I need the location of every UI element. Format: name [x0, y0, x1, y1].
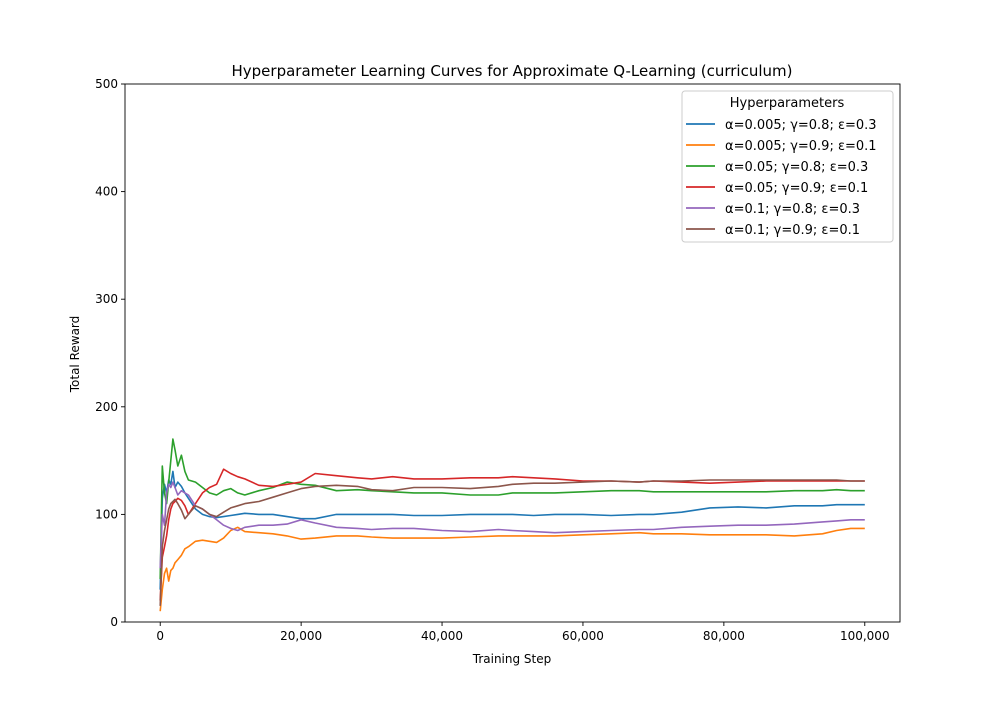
x-tick-label: 0	[156, 629, 164, 643]
plot-frame	[124, 83, 901, 623]
x-tick-label: 80,000	[703, 629, 745, 643]
series-lines	[159, 438, 865, 612]
legend-label: α=0.1; γ=0.8; ε=0.3	[725, 202, 860, 217]
y-tick-label: 400	[95, 185, 118, 199]
legend-items: α=0.005; γ=0.8; ε=0.3 α=0.005; γ=0.9; ε=0…	[686, 118, 877, 238]
legend-label: α=0.005; γ=0.9; ε=0.1	[725, 139, 877, 154]
legend-label: α=0.005; γ=0.8; ε=0.3	[725, 118, 877, 133]
y-axis-label: Total Reward	[68, 316, 82, 394]
x-tick-label: 60,000	[562, 629, 604, 643]
legend: Hyperparameters α=0.005; γ=0.8; ε=0.3α=0…	[681, 90, 894, 243]
y-tick-label: 300	[95, 292, 118, 306]
series-line-5	[159, 481, 865, 569]
legend-label: α=0.1; γ=0.9; ε=0.1	[725, 223, 860, 238]
y-axis-ticks: 0 100 200 300 400 500	[95, 77, 125, 629]
series-line-1	[159, 470, 865, 590]
x-axis-ticks: 0 20,000 40,000 60,000 80,000 100,000	[156, 622, 890, 643]
series-line-4	[159, 468, 865, 601]
series-line-2	[159, 526, 865, 612]
legend-label: α=0.05; γ=0.8; ε=0.3	[725, 160, 868, 175]
series-line-6	[159, 479, 865, 606]
y-tick-label: 100	[95, 507, 118, 521]
legend-title: Hyperparameters	[730, 96, 845, 111]
legend-label: α=0.05; γ=0.9; ε=0.1	[725, 181, 868, 196]
x-tick-label: 100,000	[840, 629, 890, 643]
x-tick-label: 40,000	[421, 629, 463, 643]
x-axis-label: Training Step	[472, 652, 552, 666]
series-line-3	[159, 438, 865, 580]
chart-title: Hyperparameter Learning Curves for Appro…	[232, 62, 793, 80]
y-tick-label: 0	[110, 615, 118, 629]
x-tick-label: 20,000	[280, 629, 322, 643]
y-tick-label: 500	[95, 77, 118, 91]
y-tick-label: 200	[95, 400, 118, 414]
legend-box	[681, 90, 894, 243]
